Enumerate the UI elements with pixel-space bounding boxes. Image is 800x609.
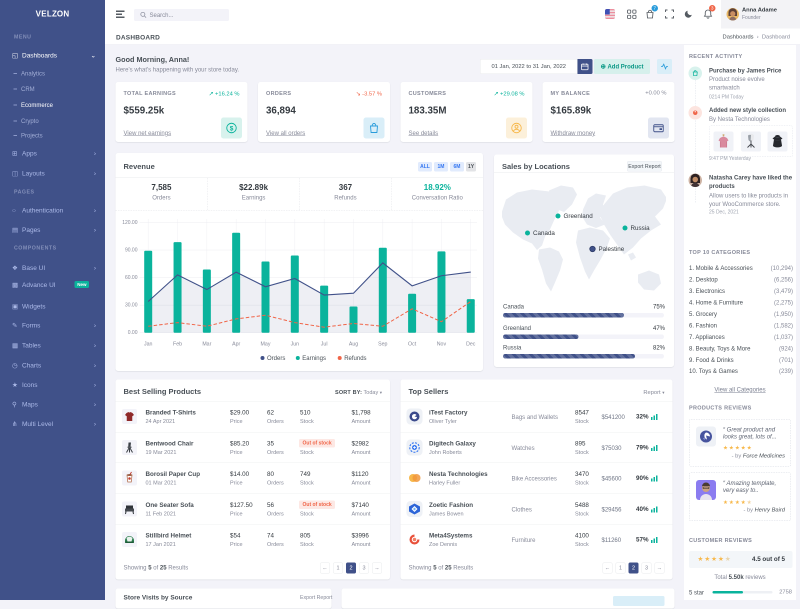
svg-text:30.00: 30.00 [125,303,138,309]
svg-text:Feb: Feb [173,342,182,348]
svg-text:Refunds: Refunds [344,356,366,362]
svg-text:120.00: 120.00 [122,220,138,226]
svg-text:Sep: Sep [378,342,387,348]
svg-text:Orders: Orders [267,356,285,362]
svg-text:Jul: Jul [321,342,328,348]
svg-text:90.00: 90.00 [125,248,138,254]
svg-text:Palestine: Palestine [599,246,625,253]
svg-text:$: $ [230,125,234,132]
svg-text:0.00: 0.00 [128,330,138,336]
svg-text:Jun: Jun [291,342,300,348]
svg-text:60.00: 60.00 [125,275,138,281]
svg-text:Dec: Dec [466,342,476,348]
svg-text:Apr: Apr [232,342,240,348]
svg-text:Oct: Oct [408,342,417,348]
svg-text:Aug: Aug [349,342,358,348]
svg-text:Earnings: Earnings [302,356,326,362]
svg-text:Greenland: Greenland [564,213,594,220]
svg-text:Jan: Jan [144,342,153,348]
svg-text:May: May [261,342,271,348]
svg-text:Russia: Russia [631,225,651,232]
svg-text:Mar: Mar [202,342,211,348]
svg-text:Nov: Nov [437,342,447,348]
svg-text:Canada: Canada [533,230,555,237]
